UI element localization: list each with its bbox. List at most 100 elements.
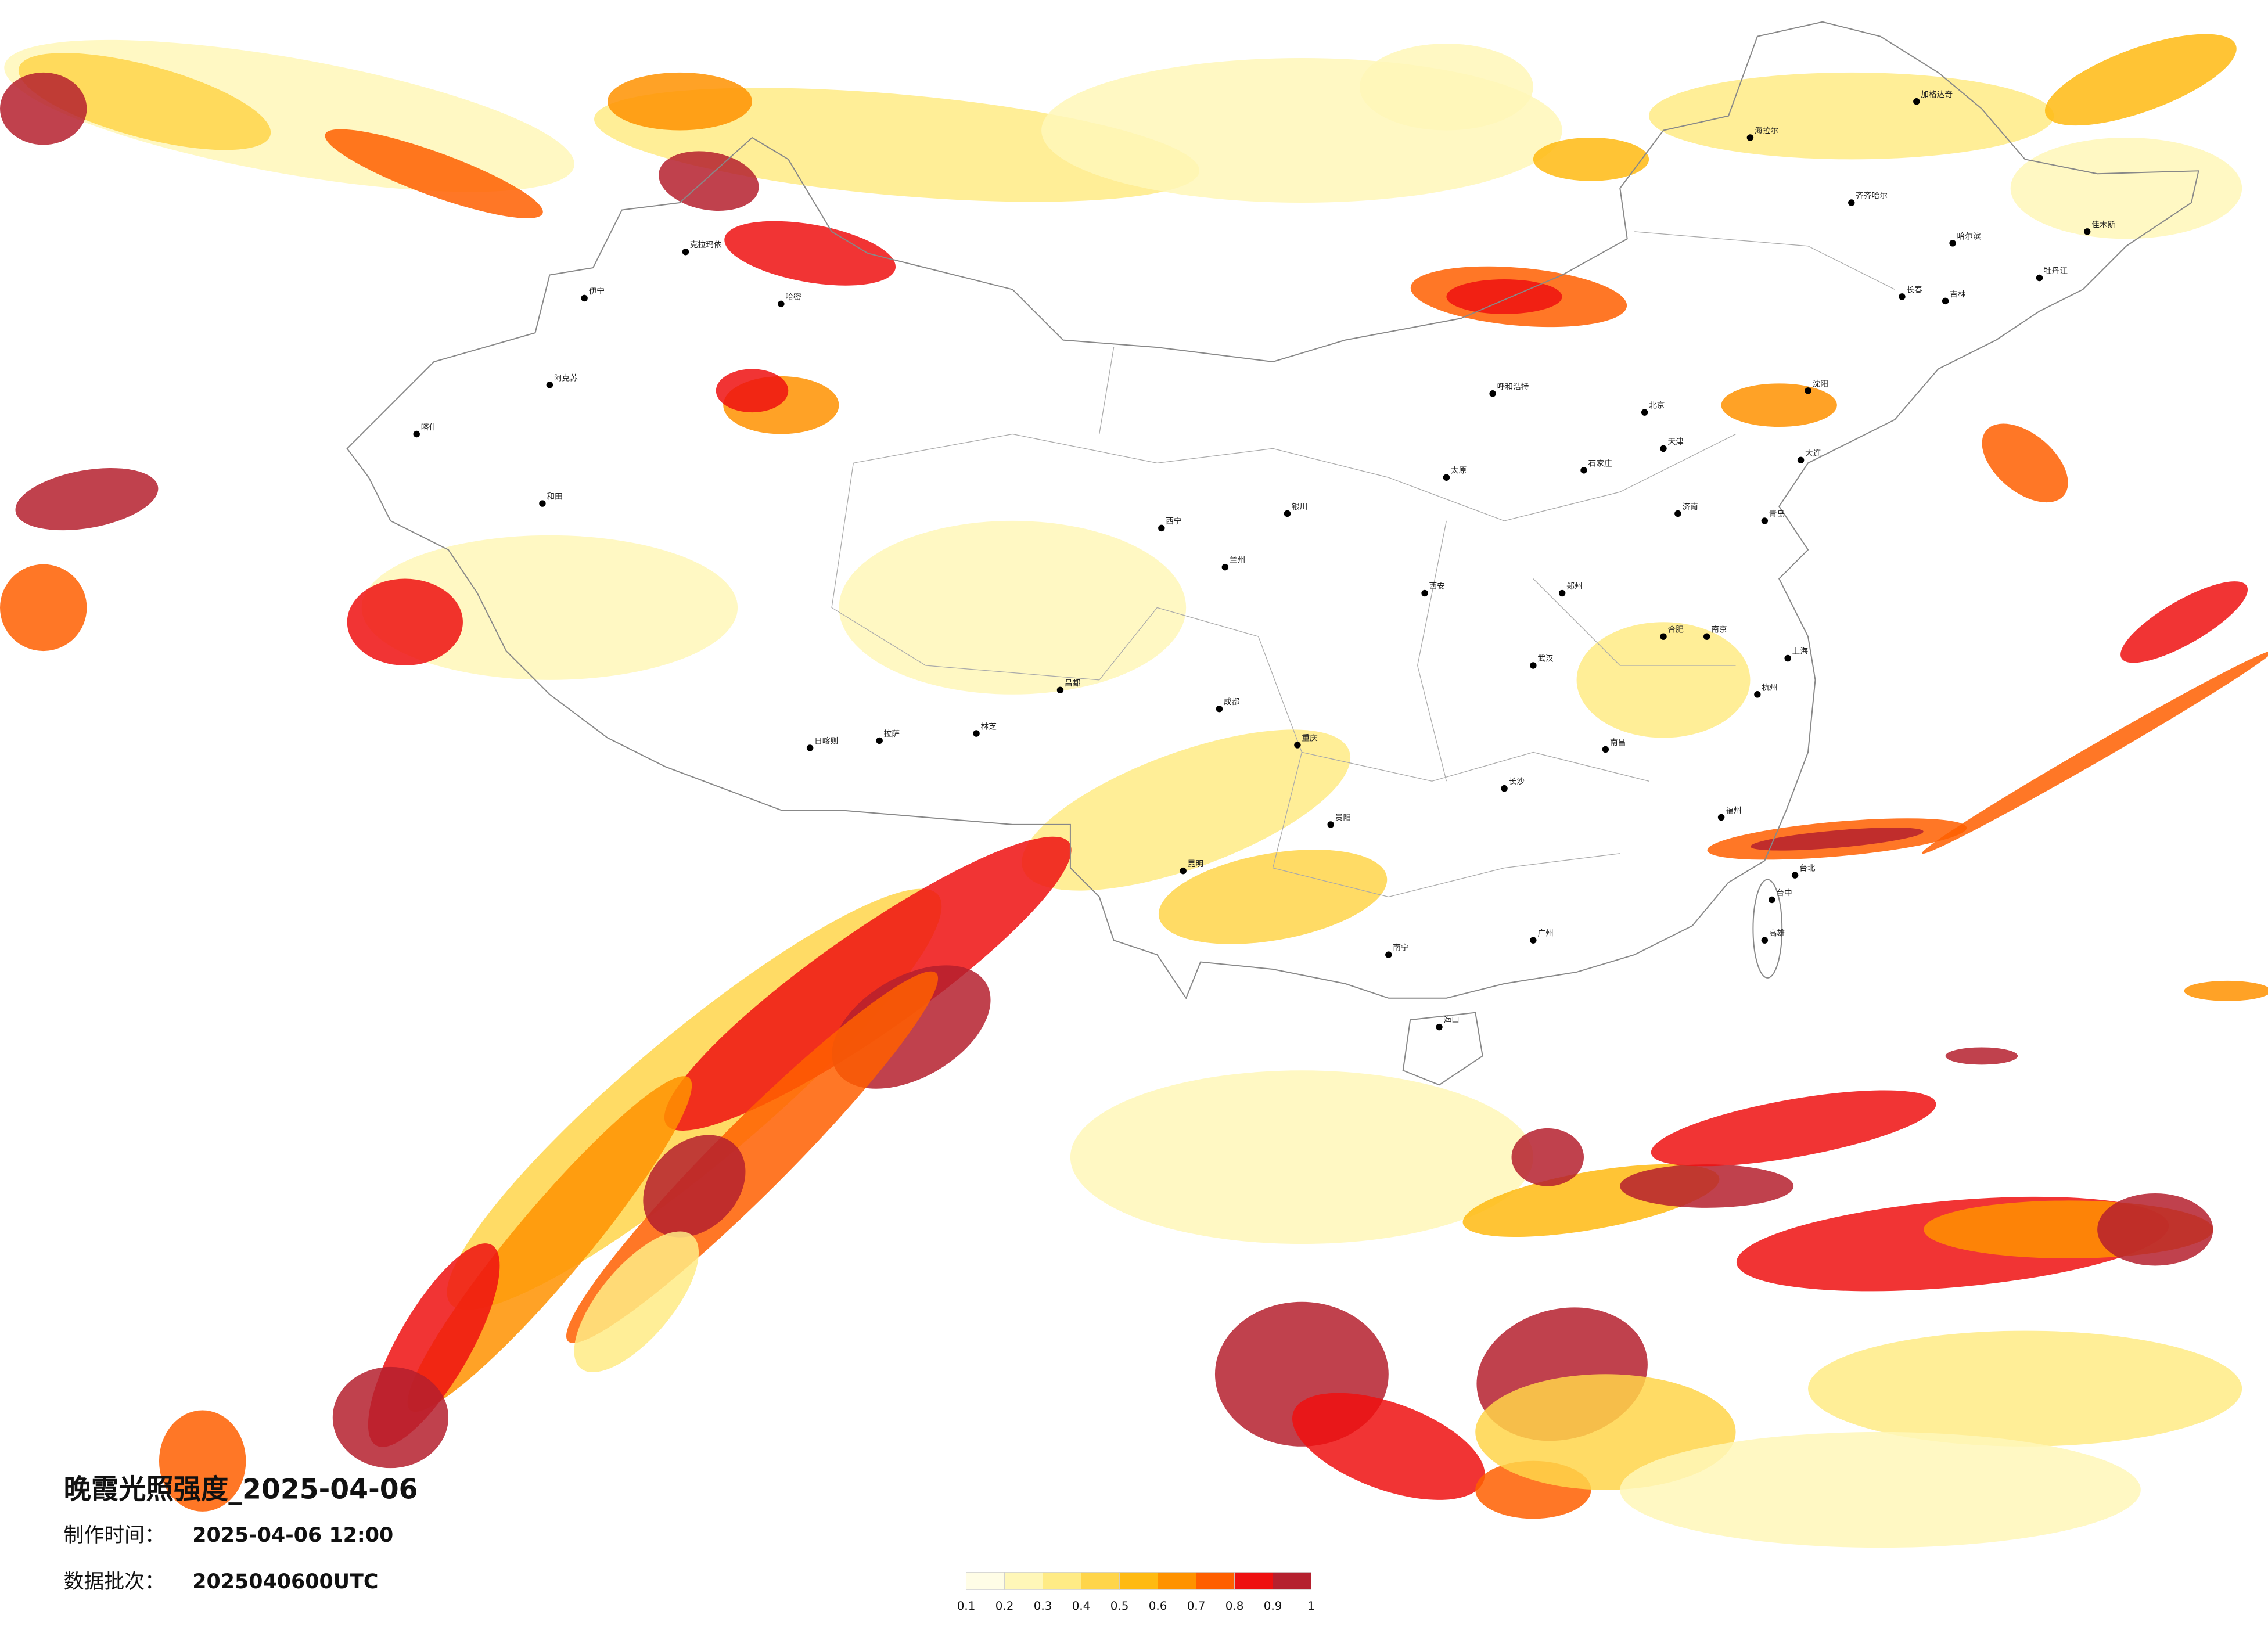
cloud-patch [1022,729,1351,891]
map-title: 晚霞光照强度_2025-04-06 [64,1473,418,1505]
colorbar-swatch [1119,1572,1158,1590]
city-label: 加格达奇 [1921,89,1953,99]
cloud-patch [1721,383,1837,427]
city-label: 哈密 [785,292,801,302]
city-label: 克拉玛依 [690,240,722,250]
city-label: 呼和浩特 [1497,382,1529,391]
city-dot [1805,387,1811,394]
city-label: 阿克苏 [554,373,578,383]
colorbar-tick-label: 0.6 [1149,1599,1167,1613]
city-label: 重庆 [1302,733,1318,743]
city-dot [1489,390,1496,397]
cloud-patch [325,129,543,218]
cloud-patch [574,1231,699,1373]
city-label: 西宁 [1166,516,1181,526]
city-label: 海拉尔 [1755,126,1778,135]
colorbar-swatch [966,1572,1005,1590]
city-label: 吉林 [1950,290,1966,299]
city-dot [1580,467,1587,474]
city-label: 合肥 [1667,625,1684,635]
city-label: 天津 [1667,437,1684,447]
china-border [346,21,2199,999]
cloud-patch [15,467,159,531]
city-dot [1421,589,1428,597]
city-label: 济南 [1682,502,1698,512]
city-dot [1221,563,1229,571]
cloud-patch [332,1366,449,1469]
cloud-patch [2184,980,2268,1001]
made-time: 2025-04-06 12:00 [192,1524,393,1547]
colorbar-tick-label: 1 [1307,1599,1315,1613]
colorbar-swatch [1196,1572,1235,1590]
cloud-patch [1576,622,1751,738]
colorbar-tick-label: 0.4 [1072,1599,1091,1613]
city-dot [1436,1023,1443,1031]
cloud-patch [159,1410,246,1512]
cloud-patch [1158,850,1388,944]
city-dot [682,248,689,256]
city-dot [1530,662,1537,669]
cloud-patch [1533,137,1649,181]
city-label: 拉萨 [884,729,900,739]
city-dot [1501,785,1508,792]
batch: 2025040600UTC [192,1570,378,1593]
city-dot [1660,633,1667,640]
cloud-patch [1446,279,1562,314]
cloud-patch [724,221,896,286]
city-label: 广州 [1537,929,1553,938]
city-dot [1443,474,1450,481]
cloud-patch [0,72,87,145]
city-label: 昆明 [1188,859,1203,869]
cloud-patch [0,564,87,652]
city-dot [1674,510,1681,517]
city-dot [876,737,883,744]
colorbar-tick-label: 0.3 [1034,1599,1052,1613]
city-label: 长沙 [1509,777,1525,786]
cloud-layer [0,34,2268,1548]
city-dot [1558,589,1566,597]
city-dot [1327,821,1334,828]
colorbar-swatch [1081,1572,1120,1590]
city-label: 海口 [1443,1016,1459,1025]
city-label: 长春 [1906,285,1922,294]
cloud-patch [18,53,271,150]
city-dot [1284,510,1291,517]
city-label: 南昌 [1610,738,1626,747]
city-dot [2036,274,2043,282]
colorbar-tick-label: 0.8 [1225,1599,1244,1613]
cloud-patch [643,1135,746,1238]
cloud-patch [1945,1047,2018,1065]
cloud-patch [664,836,1072,1131]
city-dot [1791,872,1799,879]
city-dot [1746,134,1754,141]
city-dot [2083,228,2091,235]
cloud-patch [1292,1393,1485,1500]
city-label: 兰州 [1230,556,1245,565]
city-label: 牡丹江 [2044,267,2068,276]
made-label: 制作时间： [64,1524,165,1547]
city-label: 北京 [1649,401,1665,411]
city-label: 杭州 [1762,683,1777,692]
city-dot [1899,293,1906,300]
city-dot [413,430,420,438]
taiwan [1752,879,1783,979]
cloud-patch [607,72,753,131]
city-dot [1660,445,1667,452]
city-dot [1942,297,1949,305]
cloud-patch [1360,44,1533,131]
city-label: 贵阳 [1335,813,1351,822]
colorbar-tick-label: 0.9 [1264,1599,1282,1613]
city-dot [1180,867,1187,875]
city-label: 和田 [547,492,562,502]
city-label: 青岛 [1769,509,1785,519]
city-label: 台北 [1799,864,1816,873]
city-dot [1797,456,1805,464]
cloud-patch [659,151,759,211]
cloud-patch [1511,1128,1584,1186]
city-label: 高雄 [1769,929,1785,938]
city-label: 银川 [1292,502,1307,512]
city-dot [806,744,814,751]
colorbar-swatch [1273,1572,1311,1590]
city-label: 成都 [1224,697,1240,707]
